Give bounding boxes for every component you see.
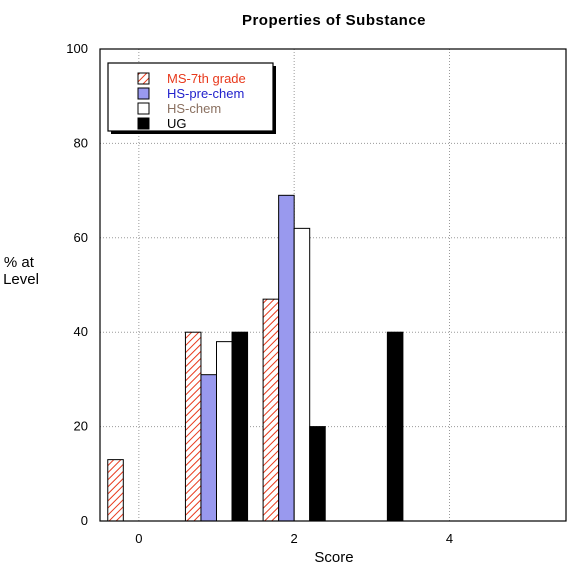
legend-label: HS-chem <box>167 101 221 116</box>
plot-frame <box>99 48 567 522</box>
y-tick-label: 100 <box>66 41 88 56</box>
bars <box>107 194 404 522</box>
y-tick-label: 60 <box>74 230 88 245</box>
chart-title: Properties of Substance <box>242 12 426 29</box>
y-tick-label: 40 <box>74 324 88 339</box>
legend-box <box>107 62 274 132</box>
legend-label: MS-7th grade <box>167 71 246 86</box>
legend-swatch <box>137 87 150 100</box>
bar-ms-7th-grade-score-2 <box>262 298 280 522</box>
y-tick-label: 80 <box>74 135 88 150</box>
y-axis-label-line-1: % at <box>4 254 35 271</box>
bar-hs-pre-chem-score-1 <box>200 374 217 522</box>
legend-label: UG <box>167 116 187 131</box>
bar-ug-score-2 <box>309 426 326 522</box>
bar-ms-7th-grade-score-1 <box>184 331 202 522</box>
bar-hs-chem-score-1 <box>216 341 233 522</box>
bar-ug-score-1 <box>231 331 249 522</box>
legend-label: HS-pre-chem <box>167 86 244 101</box>
y-axis-label-line-2: Level <box>3 271 39 288</box>
x-tick-label: 4 <box>446 531 453 546</box>
y-tick-label: 20 <box>74 419 88 434</box>
legend-swatch <box>137 117 150 130</box>
y-tick-label: 0 <box>81 513 88 528</box>
bar-ug-score-3 <box>386 331 404 522</box>
x-tick-label: 0 <box>135 531 142 546</box>
x-tick-label: 2 <box>291 531 298 546</box>
legend-swatch <box>137 102 150 115</box>
legend-swatch <box>137 72 150 85</box>
y-tick-labels: 0 20 40 60 80 100 <box>66 41 88 528</box>
x-tick-labels: 0 2 4 <box>135 531 453 546</box>
y-axis-label: % at Level <box>3 254 39 288</box>
bar-ms-7th-grade-score-0 <box>107 459 124 522</box>
bar-hs-pre-chem-score-2 <box>278 194 295 522</box>
x-axis-label: Score <box>314 549 353 566</box>
bar-hs-chem-score-2 <box>293 227 311 522</box>
